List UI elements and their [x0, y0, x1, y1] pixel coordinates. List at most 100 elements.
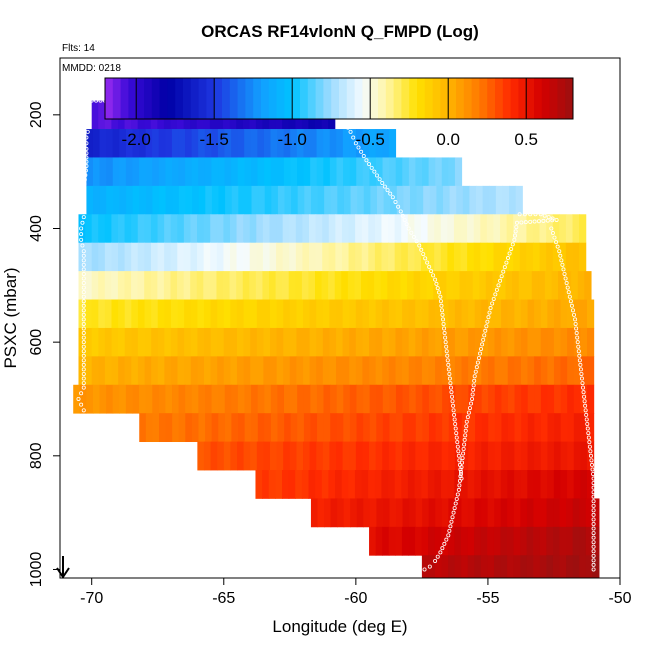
flight-track-point	[481, 337, 486, 342]
heatmap-cell	[177, 299, 185, 329]
heatmap-cell	[547, 413, 555, 443]
heatmap-cell	[592, 498, 600, 528]
heatmap-cell	[157, 299, 165, 329]
heatmap-cell	[145, 157, 153, 187]
heatmap-cell	[552, 526, 561, 556]
heatmap-cell	[303, 441, 311, 471]
flight-track-point	[450, 515, 455, 520]
heatmap-cell	[288, 271, 296, 300]
heatmap-cell	[197, 299, 205, 329]
flight-track-point	[441, 317, 446, 322]
flight-track-point	[359, 149, 364, 154]
x-axis-label: Longitude (deg E)	[272, 617, 407, 636]
heatmap-cell	[507, 498, 515, 528]
flight-track-point	[455, 444, 460, 449]
heatmap-cell	[183, 271, 191, 300]
flight-track-point	[576, 349, 581, 354]
flight-track-point	[466, 410, 471, 415]
heatmap-cell	[170, 327, 179, 357]
heatmap-cell	[137, 214, 145, 244]
heatmap-cell	[355, 242, 363, 272]
heatmap-cell	[211, 185, 220, 215]
heatmap-cell	[243, 356, 251, 386]
heatmap-cell	[552, 214, 560, 244]
flight-track-point	[512, 237, 517, 242]
heatmap-cell	[185, 185, 193, 215]
heatmap-cell	[374, 271, 382, 300]
colorbar-cell	[393, 78, 402, 119]
heatmap-cell	[231, 129, 239, 158]
flight-track-point	[444, 537, 449, 542]
y-tick-label: 800	[28, 442, 45, 469]
flight-track-point	[519, 220, 524, 225]
colorbar-cell	[463, 78, 473, 119]
heatmap-cell	[455, 413, 463, 443]
heatmap-cell	[349, 129, 357, 158]
heatmap-cell	[330, 413, 338, 443]
flight-track-point	[504, 260, 509, 265]
heatmap-cell	[98, 100, 106, 130]
heatmap-cell	[533, 470, 542, 499]
heatmap-cell	[441, 498, 449, 528]
heatmap-cell	[255, 470, 263, 499]
flight-track-point	[87, 112, 92, 117]
heatmap-cell	[434, 526, 442, 556]
heatmap-cell	[256, 242, 264, 272]
heatmap-cell	[460, 470, 469, 499]
heatmap-cell	[448, 413, 456, 443]
x-tick-label: -70	[80, 590, 103, 607]
flight-track-point	[84, 146, 89, 151]
heatmap-cell	[363, 498, 371, 528]
heatmap-cell	[415, 526, 423, 556]
heatmap-cell	[250, 299, 258, 329]
flight-track-point	[457, 483, 462, 488]
heatmap-cell	[205, 413, 213, 443]
flight-track-point	[502, 265, 507, 270]
heatmap-cell	[191, 157, 199, 187]
heatmap-cell	[336, 327, 344, 357]
heatmap-cell	[211, 413, 219, 443]
heatmap-cell	[310, 157, 318, 187]
heatmap-cell	[125, 129, 134, 158]
flight-track-point	[448, 381, 453, 386]
flight-track-point	[453, 421, 458, 426]
heatmap-cell	[323, 384, 331, 414]
heatmap-cell	[354, 271, 362, 300]
heatmap-cell	[296, 356, 304, 386]
heatmap-cell	[481, 498, 489, 528]
heatmap-cell	[388, 299, 397, 329]
heatmap-cell	[560, 384, 568, 414]
date-label: MMDD: 0218	[62, 63, 121, 74]
heatmap-cell	[316, 129, 324, 158]
heatmap-cell	[341, 271, 349, 300]
flight-track-point	[560, 262, 565, 267]
colorbar-cell	[479, 78, 488, 119]
flight-track-point	[444, 349, 449, 354]
heatmap-cell	[518, 271, 526, 300]
heatmap-cell	[197, 356, 205, 386]
heatmap-cell	[137, 356, 146, 386]
flight-track-point	[87, 106, 92, 111]
heatmap-cell	[262, 470, 270, 499]
heatmap-cell	[349, 441, 357, 471]
flight-track-point	[564, 281, 569, 286]
heatmap-cell	[229, 214, 238, 244]
colorbar-cell	[526, 78, 535, 119]
heatmap-cell	[131, 356, 139, 386]
heatmap-cell	[415, 413, 423, 443]
heatmap-cell	[150, 271, 158, 300]
heatmap-cell	[357, 185, 365, 215]
heatmap-cell	[507, 299, 515, 329]
heatmap-cell	[137, 327, 146, 357]
flight-track-point	[431, 273, 436, 278]
colorbar-cell	[534, 78, 543, 119]
heatmap-cell	[170, 299, 179, 329]
heatmap-cell	[447, 470, 455, 499]
heatmap-cell	[547, 299, 555, 329]
heatmap-cell	[533, 555, 541, 578]
heatmap-cell	[223, 214, 231, 244]
heatmap-cell	[428, 555, 436, 578]
flight-track-point	[87, 100, 92, 105]
x-tick-label: -60	[344, 590, 367, 607]
colorbar-cell	[229, 78, 239, 119]
